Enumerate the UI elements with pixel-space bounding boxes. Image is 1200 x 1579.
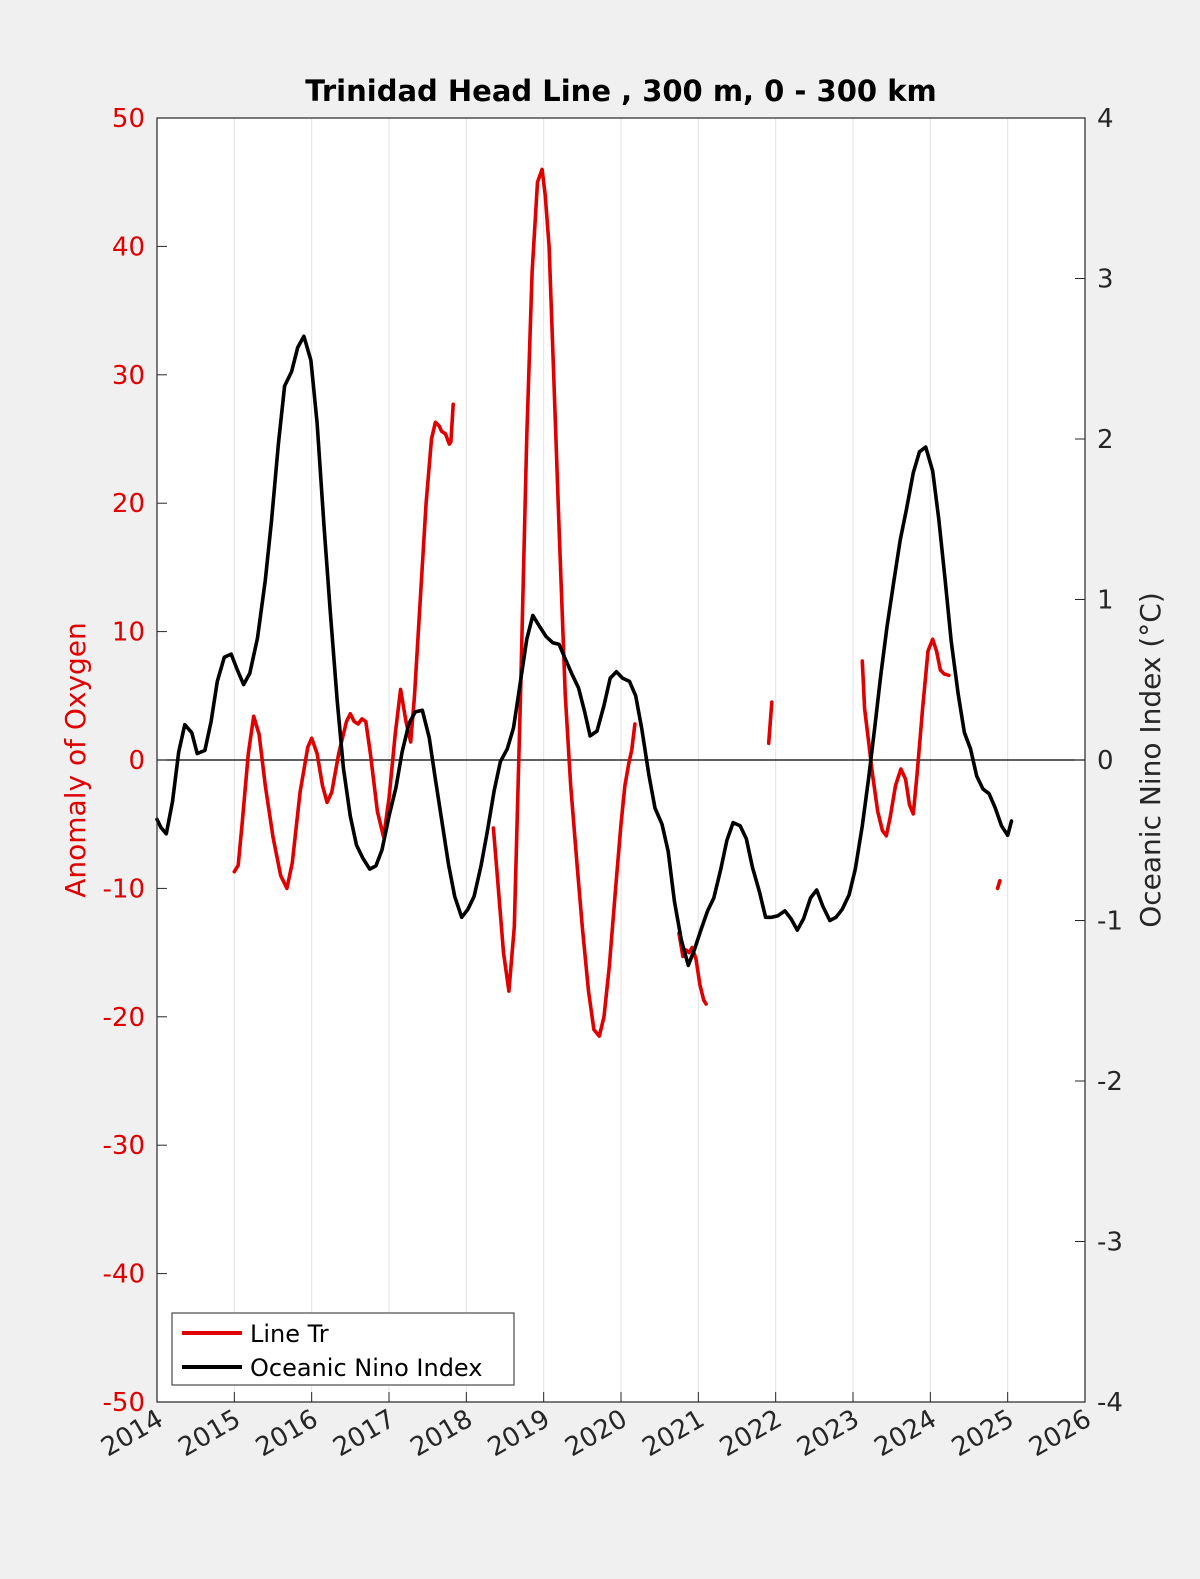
x-tick-label-2017: 2017: [328, 1404, 400, 1463]
series-line-tr-segment-4: [860, 637, 951, 838]
y-right-tick-label-4: 4: [1097, 104, 1114, 134]
series-layer: [155, 167, 1014, 1038]
series-line-tr-segment-0: [232, 402, 456, 891]
x-tick-label-2018: 2018: [406, 1404, 478, 1463]
legend: Line Tr Oceanic Nino Index: [171, 1312, 515, 1386]
x-tick-label-2015: 2015: [174, 1404, 246, 1463]
y-left-tick-label-40: 40: [112, 232, 145, 262]
y-axis-left-label: Anomaly of Oxygen: [59, 622, 92, 898]
series-oceanic-nino-index-segment-0: [155, 334, 1014, 968]
y-left-tick-label-10: 10: [112, 618, 145, 648]
y-left-tick-label-30: 30: [112, 361, 145, 391]
y-axis-right-label: Oceanic Nino Index (°C): [1134, 592, 1167, 928]
y-right-tick-label--3: -3: [1097, 1228, 1123, 1258]
series-line-tr-segment-1: [491, 167, 637, 1038]
y-right-tick-label--4: -4: [1097, 1388, 1123, 1418]
chart-title: Trinidad Head Line , 300 m, 0 - 300 km: [305, 74, 936, 108]
y-left-tick-label--10: -10: [103, 874, 145, 904]
x-tick-label-2023: 2023: [792, 1404, 864, 1463]
x-tick-label-2024: 2024: [870, 1404, 942, 1463]
x-tick-label-2016: 2016: [251, 1404, 323, 1463]
y-left-tick-label--30: -30: [103, 1131, 145, 1161]
series-line-tr-segment-5: [995, 878, 1002, 891]
y-right-tick-label--1: -1: [1097, 907, 1123, 937]
x-tick-label-2020: 2020: [560, 1404, 632, 1463]
axis-ticks: 2014 2015 2016 2017 2018 2019 2020 2021 2022 2023…: [96, 104, 1123, 1463]
y-right-tick-label-0: 0: [1097, 746, 1114, 776]
y-left-tick-label-20: 20: [112, 489, 145, 519]
y-right-tick-label-1: 1: [1097, 586, 1114, 616]
legend-label-oni: Oceanic Nino Index: [250, 1354, 482, 1382]
y-left-tick-label-50: 50: [112, 104, 145, 134]
x-tick-label-2026: 2026: [1024, 1404, 1096, 1463]
series-line-tr-segment-3: [766, 700, 774, 746]
y-right-tick-label--2: -2: [1097, 1067, 1123, 1097]
y-right-tick-label-3: 3: [1097, 265, 1114, 295]
y-left-tick-label--20: -20: [103, 1003, 145, 1033]
x-tick-label-2019: 2019: [483, 1404, 555, 1463]
x-tick-label-2022: 2022: [715, 1404, 787, 1463]
y-left-tick-label-0: 0: [128, 746, 145, 776]
x-tick-label-2025: 2025: [947, 1404, 1019, 1463]
y-left-tick-label--50: -50: [103, 1388, 145, 1418]
y-right-tick-label-2: 2: [1097, 425, 1114, 455]
y-left-tick-label--40: -40: [103, 1260, 145, 1290]
legend-box: [171, 1312, 515, 1386]
x-tick-label-2021: 2021: [638, 1404, 710, 1463]
legend-label-line-tr: Line Tr: [250, 1320, 329, 1348]
